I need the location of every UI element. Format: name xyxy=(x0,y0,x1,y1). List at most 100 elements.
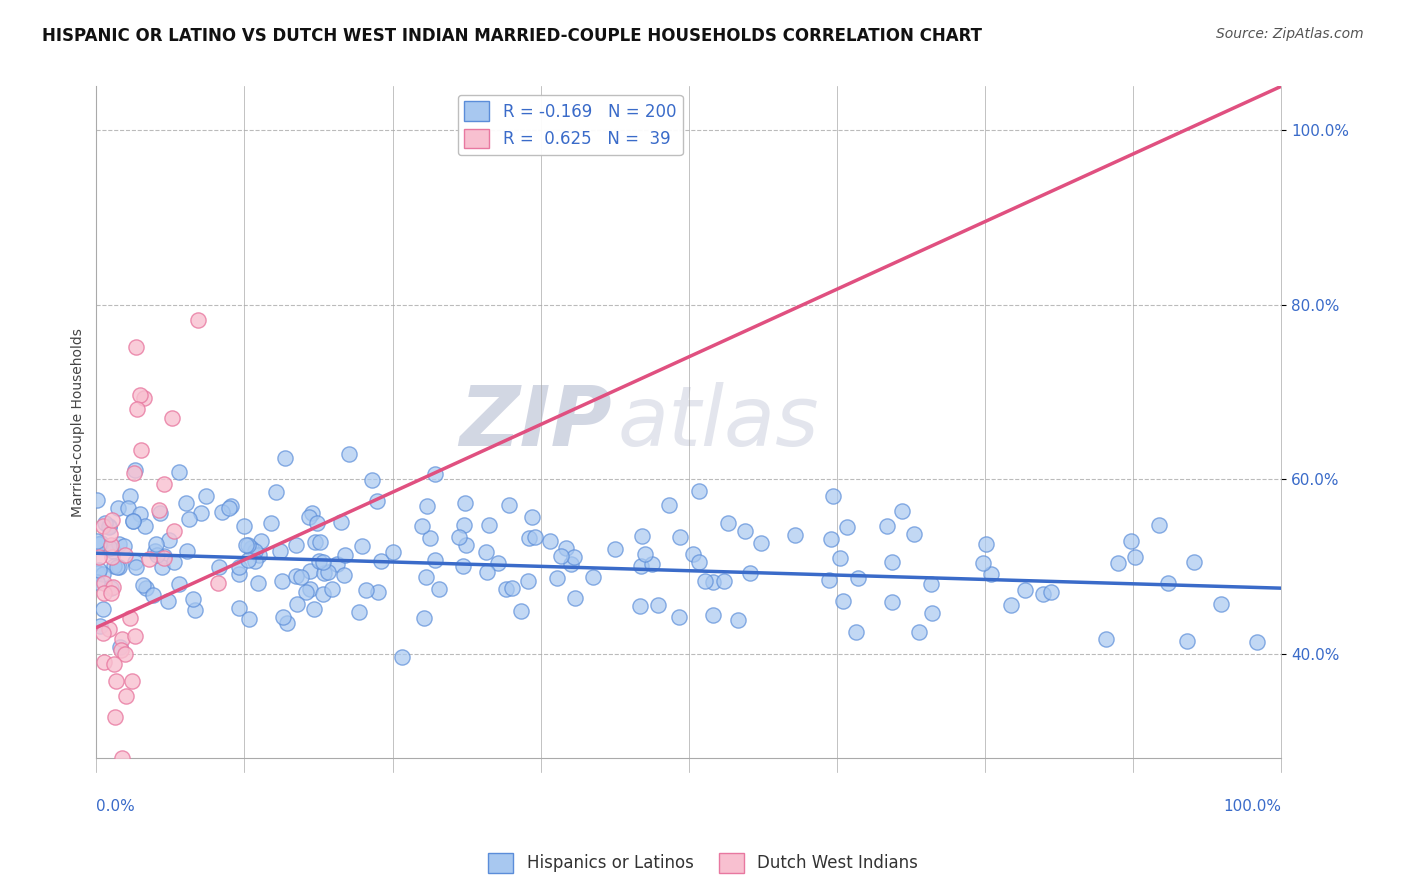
Point xyxy=(236,552,259,566)
Point xyxy=(125,340,148,354)
Point xyxy=(634,547,657,561)
Text: Source: ZipAtlas.com: Source: ZipAtlas.com xyxy=(1216,27,1364,41)
Point xyxy=(142,588,165,602)
Point xyxy=(290,570,312,584)
Point xyxy=(90,536,112,550)
Point xyxy=(97,519,120,533)
Point xyxy=(269,544,291,558)
Point xyxy=(488,556,510,570)
Point xyxy=(187,313,209,327)
Point xyxy=(454,495,477,509)
Point xyxy=(416,499,439,513)
Point xyxy=(100,586,122,600)
Point xyxy=(349,605,371,619)
Point xyxy=(114,648,136,662)
Point xyxy=(184,603,207,617)
Point xyxy=(641,557,664,571)
Point xyxy=(236,539,259,553)
Point xyxy=(93,586,115,600)
Point xyxy=(478,517,501,532)
Point xyxy=(1211,598,1233,612)
Point xyxy=(153,549,176,563)
Point xyxy=(831,594,853,608)
Point xyxy=(285,569,308,583)
Point xyxy=(354,583,377,598)
Point xyxy=(124,629,146,643)
Point xyxy=(114,548,136,562)
Point xyxy=(1246,635,1268,649)
Point xyxy=(153,551,176,566)
Point xyxy=(475,545,498,559)
Point xyxy=(207,576,229,591)
Point xyxy=(921,606,943,620)
Legend: R = -0.169   N = 200, R =  0.625   N =  39: R = -0.169 N = 200, R = 0.625 N = 39 xyxy=(458,95,683,155)
Point xyxy=(820,532,842,546)
Point xyxy=(882,595,904,609)
Point xyxy=(121,515,143,529)
Point xyxy=(174,496,197,510)
Point xyxy=(419,531,441,545)
Point xyxy=(423,467,446,481)
Point xyxy=(370,554,392,568)
Point xyxy=(1000,598,1022,612)
Point xyxy=(647,598,669,612)
Point xyxy=(177,512,200,526)
Point xyxy=(297,509,319,524)
Point xyxy=(167,576,190,591)
Point xyxy=(920,577,942,591)
Point xyxy=(560,558,582,572)
Point xyxy=(817,573,839,587)
Point xyxy=(87,566,110,581)
Point xyxy=(337,447,360,461)
Point xyxy=(108,560,131,574)
Point xyxy=(108,640,131,654)
Point xyxy=(1107,557,1129,571)
Point xyxy=(299,582,322,596)
Point xyxy=(520,510,543,524)
Point xyxy=(1123,549,1146,564)
Point xyxy=(107,501,129,516)
Point xyxy=(91,518,114,533)
Point xyxy=(128,507,150,521)
Point xyxy=(702,574,724,589)
Point xyxy=(271,574,294,588)
Point xyxy=(86,492,108,507)
Point xyxy=(100,538,122,552)
Point xyxy=(239,541,262,556)
Point xyxy=(121,674,143,689)
Point xyxy=(219,500,242,514)
Point xyxy=(228,601,250,615)
Point xyxy=(367,585,389,599)
Point xyxy=(908,624,931,639)
Point xyxy=(246,575,269,590)
Point xyxy=(516,574,538,589)
Point xyxy=(740,566,762,580)
Point xyxy=(555,541,578,556)
Point xyxy=(284,538,307,552)
Point xyxy=(124,555,146,569)
Point xyxy=(132,391,155,405)
Point xyxy=(89,618,111,632)
Point xyxy=(524,530,547,544)
Point xyxy=(91,626,114,640)
Point xyxy=(259,516,281,530)
Point xyxy=(517,531,540,545)
Point xyxy=(312,587,335,601)
Point xyxy=(157,594,180,608)
Point xyxy=(103,657,125,671)
Point xyxy=(501,581,523,595)
Point xyxy=(1040,585,1063,599)
Point xyxy=(153,477,176,491)
Point xyxy=(427,582,450,596)
Point xyxy=(451,558,474,573)
Point xyxy=(321,582,343,596)
Point xyxy=(658,498,681,512)
Point xyxy=(688,555,710,569)
Point xyxy=(1156,576,1178,591)
Point xyxy=(86,574,108,589)
Point xyxy=(146,549,169,563)
Point xyxy=(454,537,477,551)
Point xyxy=(702,607,724,622)
Text: ZIP: ZIP xyxy=(460,382,612,463)
Point xyxy=(104,710,127,724)
